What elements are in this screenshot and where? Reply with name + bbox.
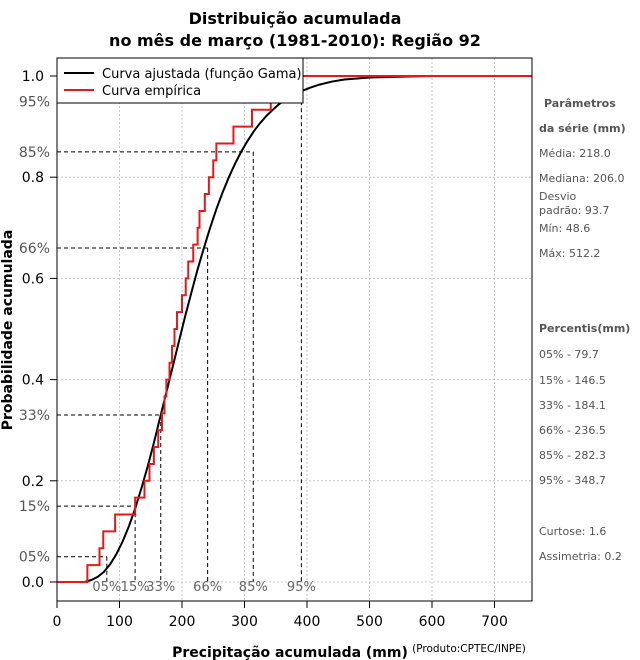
stat-max: Máx: 512.2 (539, 247, 600, 260)
x-tick-label: 700 (481, 614, 508, 630)
x-tick-label: 0 (53, 614, 62, 630)
percentile-x-label: 33% (146, 580, 175, 595)
percentile-x-label: 85% (239, 580, 268, 595)
x-tick-label: 300 (231, 614, 258, 630)
percentile-x-label: 95% (287, 580, 316, 595)
percentil-95: 95% - 348.7 (539, 474, 606, 487)
y-tick-label: 0.8 (22, 170, 44, 186)
percentile-x-label: 66% (193, 580, 222, 595)
stat-assimetria: Assimetria: 0.2 (539, 550, 622, 563)
y-tick-label: 0.4 (22, 373, 44, 389)
legend-box (56, 57, 304, 104)
x-tick-label: 500 (356, 614, 383, 630)
legend-label-fitted: Curva ajustada (função Gama) (102, 67, 302, 82)
stats-panel: Parâmetros da série (mm) Média: 218.0 Me… (539, 97, 630, 563)
stat-min: Mín: 48.6 (539, 222, 590, 235)
stat-desvio-2: padrão: 93.7 (539, 204, 609, 217)
percentile-y-label: 95% (19, 94, 50, 110)
params-title-2: da série (mm) (539, 122, 626, 135)
percentile-y-label: 15% (19, 499, 50, 515)
percentile-y-label: 85% (19, 145, 50, 161)
percentil-85: 85% - 282.3 (539, 449, 606, 462)
stat-desvio-1: Desvio (539, 190, 577, 203)
percentile-y-label: 05% (19, 550, 50, 566)
x-tick-label: 600 (419, 614, 446, 630)
percentile-x-label: 05% (92, 580, 121, 595)
chart-title-line1: Distribuição acumulada (189, 9, 402, 28)
y-tick-label: 0.2 (22, 474, 44, 490)
x-tick-label: 400 (294, 614, 321, 630)
percentile-y-label: 66% (19, 241, 50, 257)
series-layer (57, 75, 532, 583)
y-tick-label: 0.0 (22, 575, 44, 591)
empirical-step-curve (57, 75, 532, 583)
percentile-x-label: 15% (121, 580, 150, 595)
plot-frame (56, 57, 533, 602)
y-tick-label: 0.6 (22, 271, 44, 287)
y-tick-label: 1.0 (22, 69, 44, 85)
y-axis-title: Probabilidade acumulada (0, 230, 16, 431)
stat-curtose: Curtose: 1.6 (539, 525, 606, 538)
x-tick-label: 200 (169, 614, 196, 630)
percentil-33: 33% - 184.1 (539, 399, 606, 412)
x-axis-title: Precipitação acumulada (mm) (172, 645, 408, 660)
percentis-title: Percentis(mm) (539, 322, 630, 335)
stat-media: Média: 218.0 (539, 147, 611, 160)
params-title-1: Parâmetros (544, 97, 616, 110)
axis-layer: 05%05%15%15%33%33%66%66%85%85%95%95%0.00… (19, 69, 508, 630)
legend: Curva ajustada (função Gama) Curva empír… (56, 57, 304, 104)
legend-label-empirical: Curva empírica (102, 84, 201, 99)
percentil-05: 05% - 79.7 (539, 348, 599, 361)
x-axis-note: (Produto:CPTEC/INPE) (412, 643, 526, 655)
percentil-66: 66% - 236.5 (539, 424, 606, 437)
grid-layer (57, 58, 532, 601)
percentile-y-label: 33% (19, 408, 50, 424)
x-tick-label: 100 (106, 614, 133, 630)
chart-title-line2: no mês de março (1981-2010): Região 92 (109, 31, 481, 50)
percentil-15: 15% - 146.5 (539, 374, 606, 387)
stat-mediana: Mediana: 206.0 (539, 172, 624, 185)
